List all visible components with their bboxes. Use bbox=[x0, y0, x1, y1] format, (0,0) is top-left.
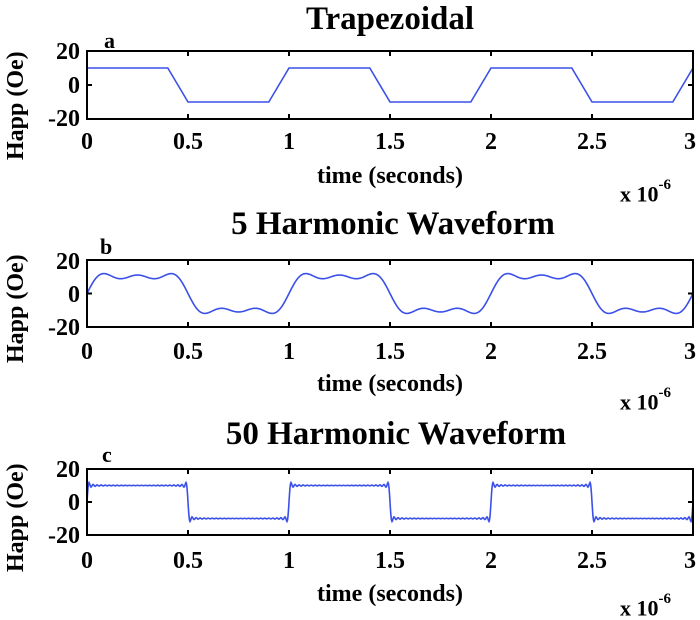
panel-label: c bbox=[102, 442, 112, 467]
plot-area bbox=[86, 259, 694, 328]
x-tick-label: 2.5 bbox=[577, 129, 607, 155]
multiplier-base: x 10 bbox=[620, 595, 659, 620]
x-tick-label: 1 bbox=[283, 339, 295, 365]
x-axis-multiplier: x 10-6 bbox=[620, 592, 671, 620]
x-tick-label: 2.5 bbox=[577, 548, 607, 574]
x-tick-label: 2 bbox=[485, 548, 497, 574]
waveform-line bbox=[86, 480, 694, 524]
x-tick-label: 2 bbox=[485, 129, 497, 155]
plot-area bbox=[86, 468, 694, 536]
x-tick-label: 0 bbox=[81, 339, 93, 365]
y-tick-label: 0 bbox=[68, 73, 80, 99]
x-tick-label: 0.5 bbox=[173, 129, 203, 155]
x-tick-label: 1 bbox=[283, 548, 295, 574]
multiplier-exponent: -6 bbox=[658, 177, 672, 193]
y-tick-label: -20 bbox=[48, 523, 80, 549]
x-tick-label: 1.5 bbox=[375, 548, 405, 574]
y-axis-label: Happ (Oe) bbox=[3, 51, 29, 160]
waveform-line bbox=[87, 67, 694, 103]
chart-title: Trapezoidal bbox=[305, 1, 475, 37]
x-axis-label: time (seconds) bbox=[317, 371, 463, 397]
y-axis-label: Happ (Oe) bbox=[3, 254, 29, 363]
x-tick-label: 0.5 bbox=[173, 339, 203, 365]
y-tick-label: 20 bbox=[56, 457, 80, 483]
panel-a: Trapezoidal a Happ (Oe) 20 0 -20 0 0.5 1… bbox=[0, 0, 700, 205]
x-tick-label: 2 bbox=[485, 339, 497, 365]
x-tick-label: 0 bbox=[81, 548, 93, 574]
x-tick-label: 1.5 bbox=[375, 129, 405, 155]
plot-frame bbox=[86, 259, 694, 328]
y-tick-label: 0 bbox=[68, 490, 80, 516]
y-tick-label: 20 bbox=[56, 249, 80, 275]
multiplier-exponent: -6 bbox=[658, 385, 672, 401]
y-tick-label: -20 bbox=[48, 106, 80, 132]
multiplier-exponent: -6 bbox=[658, 591, 672, 607]
chart-title: 5 Harmonic Waveform bbox=[231, 206, 555, 242]
y-tick-label: 0 bbox=[68, 282, 80, 308]
multiplier-base: x 10 bbox=[620, 389, 659, 415]
x-axis-multiplier: x 10-6 bbox=[620, 178, 671, 207]
y-tick-label: -20 bbox=[48, 315, 80, 341]
x-tick-label: 1.5 bbox=[375, 339, 405, 365]
x-axis-multiplier: x 10-6 bbox=[620, 386, 671, 415]
x-tick-label: 0.5 bbox=[173, 548, 203, 574]
panel-label: a bbox=[104, 28, 115, 53]
chart-title: 50 Harmonic Waveform bbox=[225, 416, 567, 452]
x-axis-label: time (seconds) bbox=[317, 581, 463, 607]
panel-label: b bbox=[100, 234, 113, 259]
x-tick-label: 1 bbox=[283, 129, 295, 155]
x-axis-label: time (seconds) bbox=[317, 163, 463, 189]
x-tick-label: 0 bbox=[81, 129, 93, 155]
waveform-line bbox=[86, 272, 694, 315]
x-tick-label: 2.5 bbox=[577, 339, 607, 365]
x-tick-label: 3 bbox=[684, 548, 696, 574]
x-tick-label: 3 bbox=[684, 129, 696, 155]
y-axis-label: Happ (Oe) bbox=[3, 463, 29, 572]
multiplier-base: x 10 bbox=[620, 181, 659, 207]
plot-frame bbox=[86, 468, 694, 536]
y-tick-label: 20 bbox=[56, 39, 80, 65]
x-tick-label: 3 bbox=[684, 339, 696, 365]
plot-area bbox=[86, 50, 694, 120]
